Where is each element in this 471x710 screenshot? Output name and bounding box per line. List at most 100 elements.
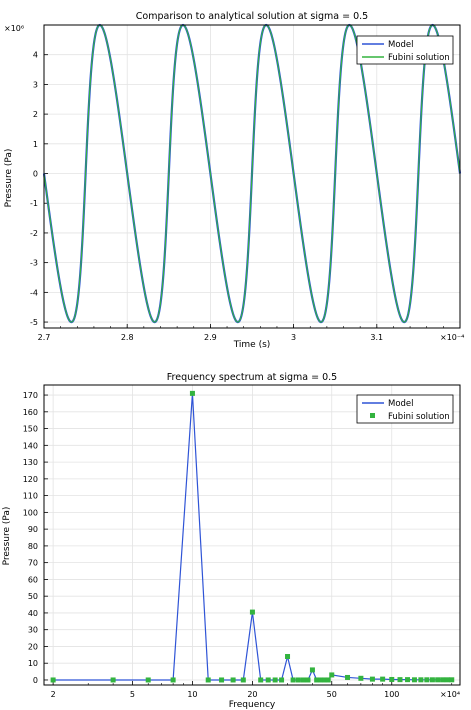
x-tick-label: 100 xyxy=(384,690,399,699)
y-tick-label: 3 xyxy=(33,80,38,89)
fubini-point xyxy=(272,677,278,683)
fubini-point xyxy=(418,677,424,683)
y-tick-label: 170 xyxy=(23,391,38,400)
x-multiplier: ×10⁻⁴ xyxy=(440,333,464,342)
chart-title: Frequency spectrum at sigma = 0.5 xyxy=(167,372,337,383)
x-tick-label: 2.7 xyxy=(38,333,51,342)
x-tick-label: 3.1 xyxy=(370,333,383,342)
x-tick-label: 3 xyxy=(291,333,296,342)
y-axis-label: Pressure (Pa) xyxy=(4,149,14,208)
legend-fubini-label: Fubini solution xyxy=(388,53,450,63)
fubini-point xyxy=(325,677,331,683)
fubini-point xyxy=(435,677,441,683)
fubini-point xyxy=(285,654,291,660)
chart-title: Comparison to analytical solution at sig… xyxy=(136,11,368,22)
fubini-point xyxy=(295,677,301,683)
y-tick-label: -1 xyxy=(30,199,38,208)
plot-frame xyxy=(43,24,461,329)
x-tick-label: 10 xyxy=(187,690,197,699)
y-tick-label: -2 xyxy=(30,229,38,238)
series-model-line xyxy=(53,393,452,681)
fubini-point xyxy=(219,677,225,683)
plot-frame xyxy=(43,384,461,686)
fubini-point xyxy=(300,677,306,683)
y-tick-label: 60 xyxy=(28,575,38,584)
x-axis-label: Frequency xyxy=(229,700,276,710)
legend-model-label: Model xyxy=(388,40,414,50)
x-tick-label: 2.8 xyxy=(121,333,134,342)
x-tick-label: 50 xyxy=(327,690,337,699)
y-tick-label: 0 xyxy=(33,676,38,685)
legend-model-label: Model xyxy=(388,399,414,409)
x-tick-label: 2 xyxy=(51,690,56,699)
fubini-point xyxy=(205,677,211,683)
y-tick-label: 0 xyxy=(33,170,38,179)
y-tick-label: 2 xyxy=(33,110,38,119)
series-fubini-line xyxy=(43,24,461,323)
legend-fubini-label: Fubini solution xyxy=(388,412,450,422)
y-tick-label: 10 xyxy=(28,659,38,668)
y-tick-label: 150 xyxy=(23,425,38,434)
fubini-point xyxy=(249,609,255,615)
fubini-point xyxy=(305,677,311,683)
fubini-point xyxy=(345,674,351,680)
y-tick-label: 120 xyxy=(23,475,38,484)
x-multiplier: ×10⁴ xyxy=(440,690,460,699)
fubini-point xyxy=(429,677,435,683)
y-axis-label: Pressure (Pa) xyxy=(2,507,12,566)
y-tick-label: 90 xyxy=(28,525,38,534)
y-tick-label: 70 xyxy=(28,559,38,568)
y-tick-label: 30 xyxy=(28,626,38,635)
fubini-point xyxy=(50,677,56,683)
fubini-point xyxy=(265,677,271,683)
fubini-point xyxy=(279,677,285,683)
y-tick-label: 20 xyxy=(28,642,38,651)
fubini-point xyxy=(189,390,195,396)
y-tick-label: 50 xyxy=(28,592,38,601)
x-tick-label: 5 xyxy=(130,690,135,699)
fubini-point xyxy=(240,677,246,683)
fubini-point xyxy=(314,677,320,683)
fubini-point xyxy=(145,677,151,683)
frequency-spectrum-chart: Frequency spectrum at sigma = 0.5 ×10⁴ F… xyxy=(2,372,461,710)
fubini-point xyxy=(405,677,411,683)
legend-box xyxy=(356,394,454,424)
fubini-point xyxy=(424,677,430,683)
fubini-point xyxy=(170,677,176,683)
fubini-point xyxy=(318,677,324,683)
y-tick-label: 130 xyxy=(23,458,38,467)
y-tick-label: 40 xyxy=(28,609,38,618)
y-tick-label: 100 xyxy=(23,508,38,517)
y-tick-label: 160 xyxy=(23,408,38,417)
fubini-point xyxy=(358,675,364,681)
fubini-point xyxy=(322,677,328,683)
fubini-point xyxy=(110,677,116,683)
fubini-point xyxy=(449,677,455,683)
y-tick-label: -3 xyxy=(30,259,38,268)
fubini-point xyxy=(290,677,296,683)
fubini-point xyxy=(309,667,315,673)
y-multiplier: ×10⁶ xyxy=(4,24,24,33)
fubini-point xyxy=(444,677,450,683)
fubini-point xyxy=(380,676,386,682)
y-tick-label: 110 xyxy=(23,492,38,501)
fubini-point xyxy=(397,677,403,683)
legend-box xyxy=(356,35,454,65)
y-tick-label: -4 xyxy=(30,288,38,297)
y-tick-label: -5 xyxy=(30,318,38,327)
fubini-point xyxy=(411,677,417,683)
y-tick-label: 4 xyxy=(33,51,38,60)
fubini-point xyxy=(440,677,446,683)
x-tick-label: 20 xyxy=(247,690,257,699)
fubini-point xyxy=(329,672,335,678)
legend: Model Fubini solution xyxy=(356,35,454,65)
y-tick-label: 140 xyxy=(23,441,38,450)
x-tick-label: 2.9 xyxy=(204,333,217,342)
legend: Model Fubini solution xyxy=(356,394,454,424)
fubini-point xyxy=(389,676,395,682)
fubini-point xyxy=(258,677,264,683)
fubini-point xyxy=(369,676,375,682)
legend-fubini-swatch xyxy=(370,413,375,418)
fubini-point xyxy=(230,677,236,683)
y-tick-label: 1 xyxy=(33,140,38,149)
